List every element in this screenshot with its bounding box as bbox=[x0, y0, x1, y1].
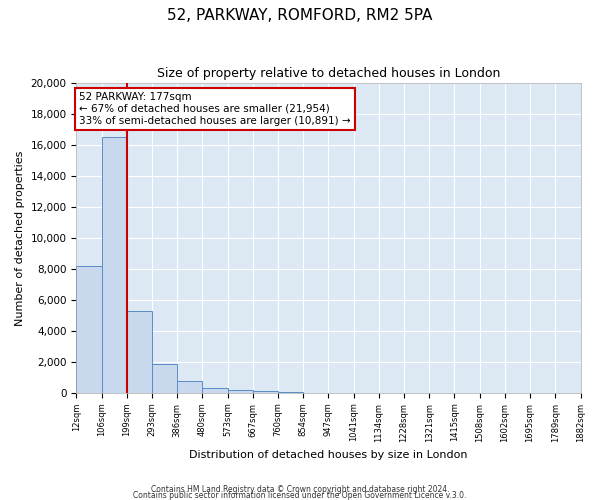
Text: Contains HM Land Registry data © Crown copyright and database right 2024.: Contains HM Land Registry data © Crown c… bbox=[151, 484, 449, 494]
Bar bbox=[76, 266, 101, 393]
Bar bbox=[278, 392, 303, 393]
Bar bbox=[127, 310, 152, 393]
Bar bbox=[101, 138, 127, 393]
Text: 52 PARKWAY: 177sqm
← 67% of detached houses are smaller (21,954)
33% of semi-det: 52 PARKWAY: 177sqm ← 67% of detached hou… bbox=[79, 92, 350, 126]
Bar bbox=[227, 390, 253, 393]
Text: Contains public sector information licensed under the Open Government Licence v.: Contains public sector information licen… bbox=[133, 490, 467, 500]
Y-axis label: Number of detached properties: Number of detached properties bbox=[15, 150, 25, 326]
Title: Size of property relative to detached houses in London: Size of property relative to detached ho… bbox=[157, 68, 500, 80]
X-axis label: Distribution of detached houses by size in London: Distribution of detached houses by size … bbox=[189, 450, 468, 460]
Bar bbox=[152, 364, 177, 393]
Bar bbox=[177, 381, 202, 393]
Bar bbox=[202, 388, 227, 393]
Text: 52, PARKWAY, ROMFORD, RM2 5PA: 52, PARKWAY, ROMFORD, RM2 5PA bbox=[167, 8, 433, 22]
Bar bbox=[253, 392, 278, 393]
